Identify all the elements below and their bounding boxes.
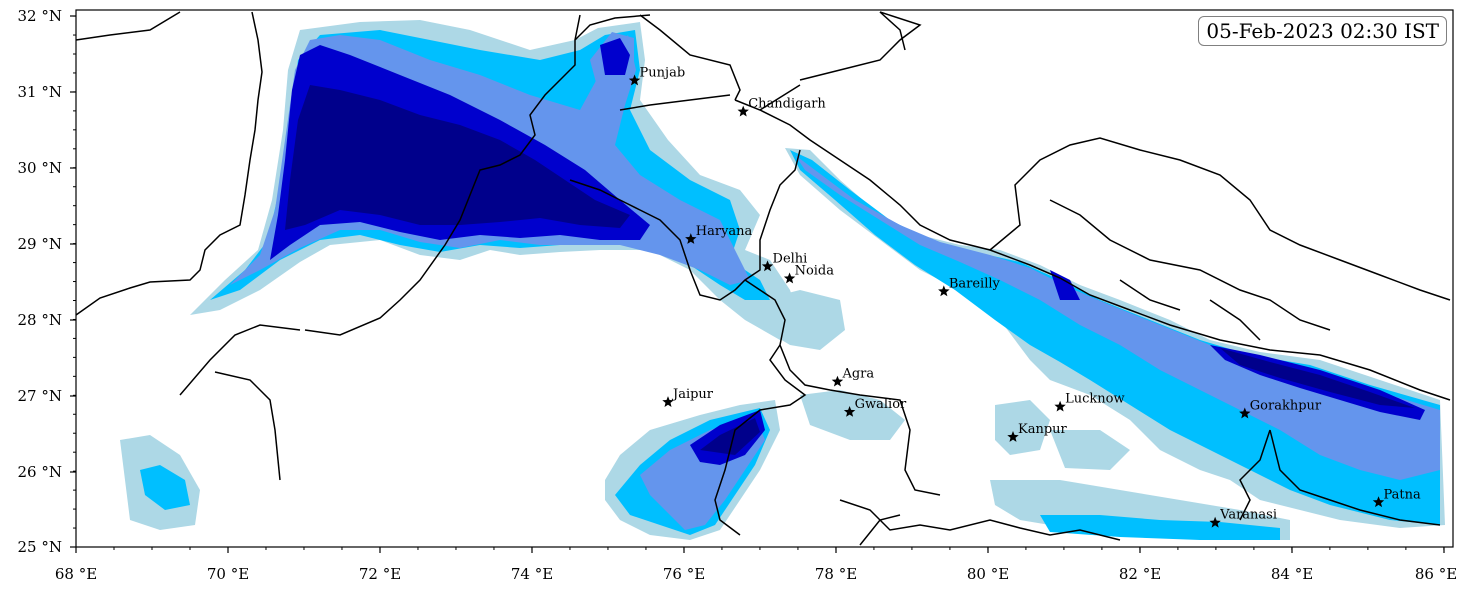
city-label: Agra <box>841 367 874 382</box>
lon-label: 72 °E <box>359 565 401 583</box>
lon-label: 68 °E <box>55 565 97 583</box>
lat-label: 28 °N <box>18 311 62 329</box>
city-label: Jaipur <box>671 387 714 402</box>
lat-label: 29 °N <box>18 235 62 253</box>
city-label: Kanpur <box>1018 422 1068 437</box>
lon-label: 78 °E <box>815 565 857 583</box>
lon-label: 86 °E <box>1415 565 1457 583</box>
city-label: Chandigarh <box>748 97 826 112</box>
city-label: Haryana <box>696 224 753 239</box>
lat-label: 32 °N <box>18 7 62 25</box>
city-label: Gorakhpur <box>1250 399 1322 414</box>
city-label: Bareilly <box>949 276 1001 291</box>
city-label: Gwalior <box>855 397 907 412</box>
lat-label: 27 °N <box>18 387 62 405</box>
city-label: Varanasi <box>1219 508 1277 523</box>
lon-label: 80 °E <box>967 565 1009 583</box>
city-label: Noida <box>795 264 835 279</box>
timestamp-label: 05-Feb-2023 02:30 IST <box>1206 19 1439 43</box>
lon-label: 84 °E <box>1271 565 1313 583</box>
lon-label: 82 °E <box>1119 565 1161 583</box>
longitude-labels: 68 °E 70 °E 72 °E 74 °E 76 °E 78 °E 80 °… <box>55 565 1457 583</box>
lat-label: 31 °N <box>18 83 62 101</box>
timestamp-box: 05-Feb-2023 02:30 IST <box>1198 16 1447 46</box>
lat-label: 26 °N <box>18 463 62 481</box>
city-label: Patna <box>1384 487 1422 502</box>
lon-label: 70 °E <box>207 565 249 583</box>
latitude-labels: 32 °N 31 °N 30 °N 29 °N 28 °N 27 °N 26 °… <box>18 7 62 556</box>
lat-label: 30 °N <box>18 159 62 177</box>
city-label: Punjab <box>640 66 686 81</box>
lon-label: 74 °E <box>511 565 553 583</box>
precipitation-map: 32 °N 31 °N 30 °N 29 °N 28 °N 27 °N 26 °… <box>0 0 1471 591</box>
lon-label: 76 °E <box>663 565 705 583</box>
lat-label: 25 °N <box>18 538 62 556</box>
city-label: Lucknow <box>1065 392 1125 407</box>
